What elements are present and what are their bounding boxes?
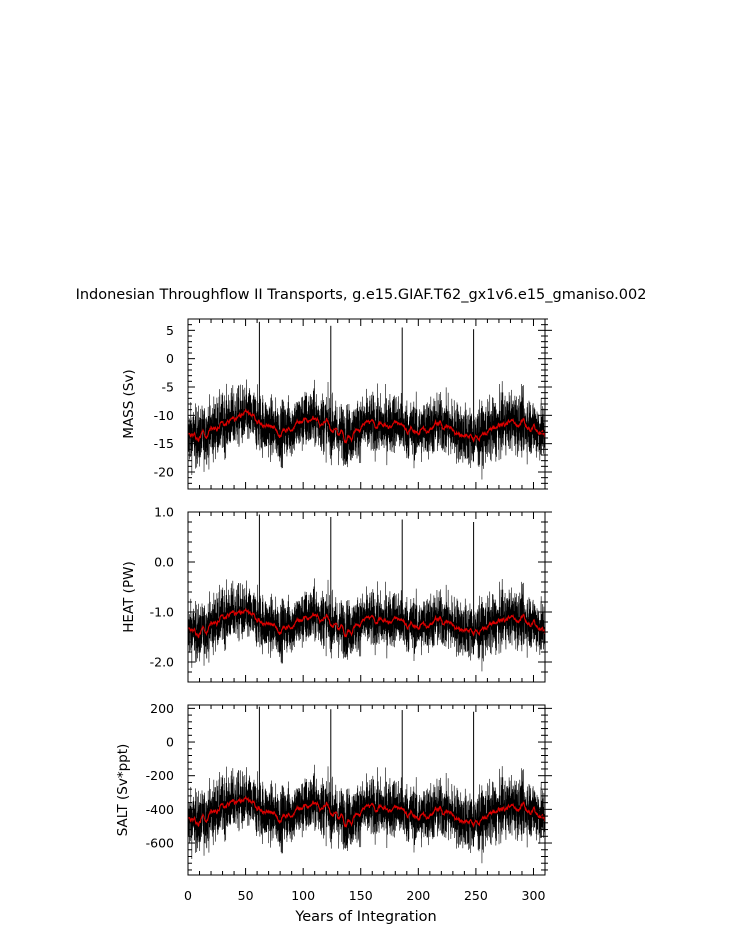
y-axis-label: MASS (Sv): [121, 369, 137, 438]
smoothed-series-line: [188, 795, 545, 828]
plot-frame: [187, 511, 546, 683]
y-tick-label: -2.0: [150, 655, 174, 670]
y-tick-label: 200: [150, 701, 174, 716]
y-tick-label: -15: [154, 436, 174, 451]
y-tick-label: -10: [154, 408, 174, 423]
plot-frame: [187, 704, 546, 876]
y-tick-label: 0: [166, 735, 174, 750]
y-tick-label: -200: [146, 768, 174, 783]
y-tick-label: 0: [166, 351, 174, 366]
y-axis-label: SALT (Sv*ppt): [115, 744, 131, 837]
x-tick-label: 150: [349, 888, 373, 903]
smoothed-series-line: [188, 408, 545, 444]
x-tick-label: 0: [184, 888, 192, 903]
x-tick-label: 250: [464, 888, 488, 903]
y-axis-label: HEAT (PW): [121, 561, 137, 632]
x-tick-label: 100: [291, 888, 315, 903]
y-tick-label: -5: [162, 380, 174, 395]
heat-panel: 1.0 0.0 -1.0 -2.0 HEAT (PW): [121, 505, 552, 683]
raw-series-line: [188, 578, 545, 672]
y-tick-label: -600: [146, 836, 174, 851]
y-tick-label: -20: [154, 465, 174, 480]
figure-title: Indonesian Throughflow II Transports, g.…: [76, 287, 647, 303]
y-tick-label: -400: [146, 802, 174, 817]
raw-series-line: [188, 379, 545, 480]
x-axis-label: Years of Integration: [294, 909, 436, 925]
smoothed-series-line: [188, 607, 545, 639]
y-tick-label: 0.0: [154, 555, 174, 570]
y-tick-label: 5: [166, 323, 174, 338]
raw-series-line: [188, 764, 545, 864]
y-tick-label: 1.0: [154, 505, 174, 520]
x-tick-label: 50: [238, 888, 254, 903]
y-tick-label: -1.0: [150, 605, 174, 620]
mass-panel: 5 0 -5 -10 -15 -20 MASS (Sv): [121, 318, 552, 490]
x-tick-label: 300: [522, 888, 546, 903]
salt-panel: 200 0 -200 -400 -600 SALT (Sv*ppt) 0 50 100 150 20…: [115, 701, 552, 903]
x-tick-label: 200: [406, 888, 430, 903]
